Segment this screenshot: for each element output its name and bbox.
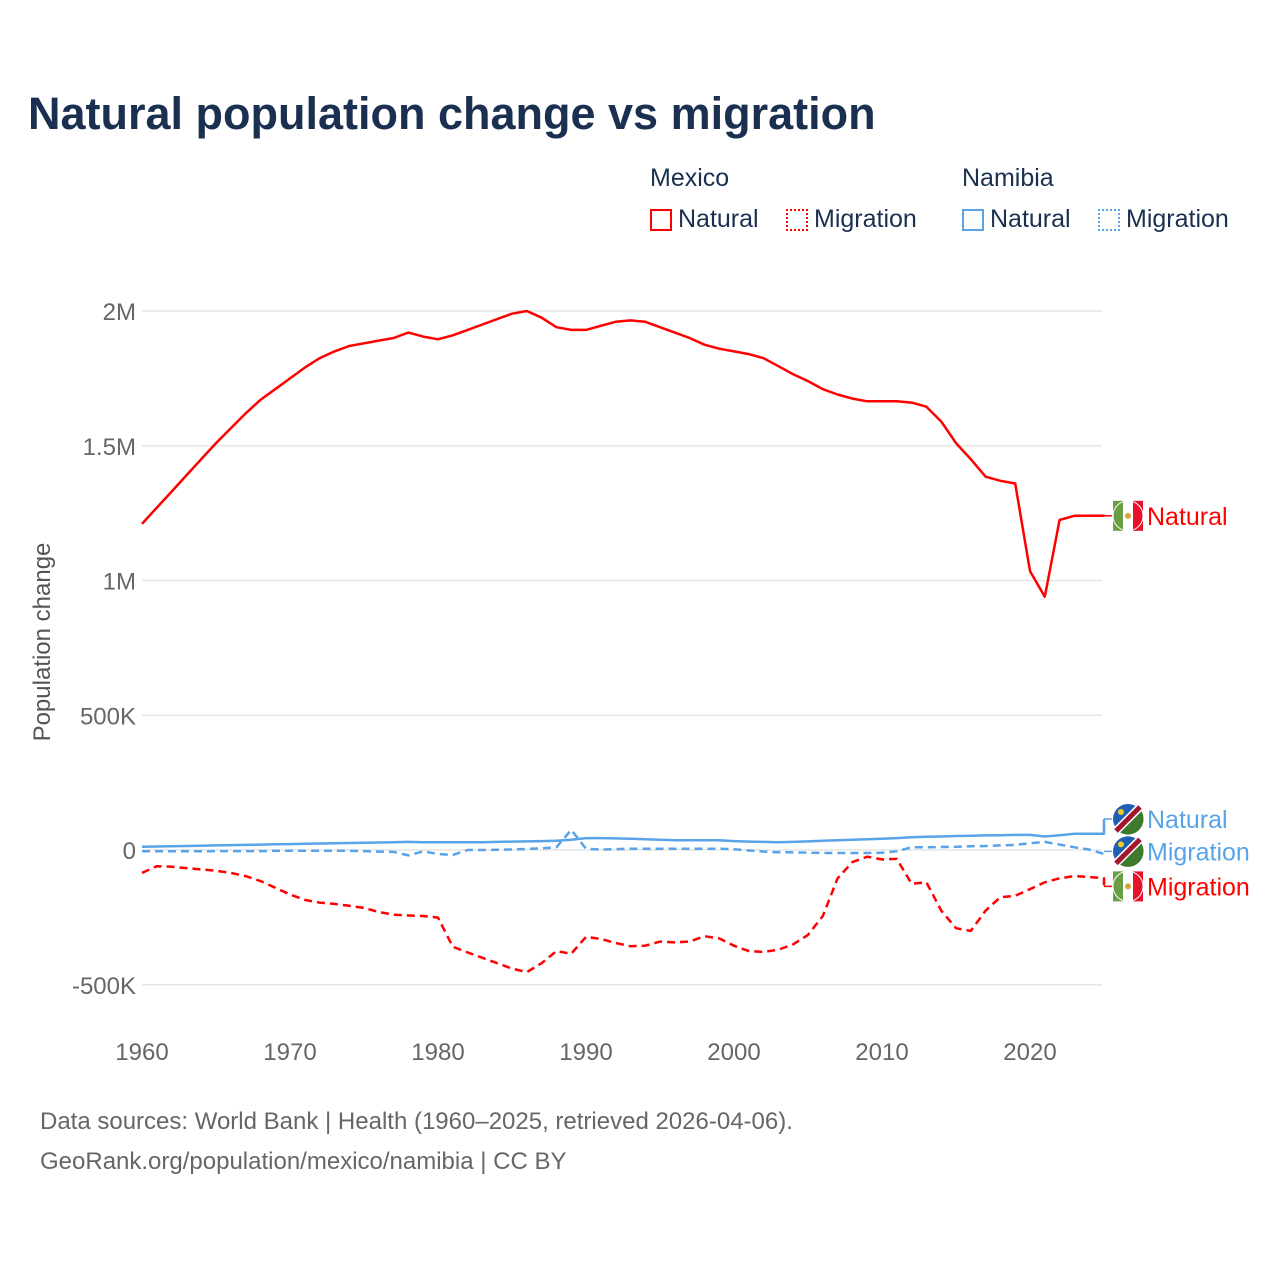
footer-sources: Data sources: World Bank | Health (1960–…	[40, 1108, 793, 1135]
x-tick-label: 1990	[559, 1039, 612, 1066]
x-tick-label: 1980	[411, 1039, 464, 1066]
mexico-flag-icon	[1112, 870, 1144, 902]
legend-namibia-migration[interactable]: Migration	[1098, 205, 1229, 234]
series-line-namibia-natural	[141, 819, 1106, 849]
y-tick-label: 1M	[103, 569, 136, 596]
legend-mexico-natural[interactable]: Natural	[650, 205, 759, 234]
y-tick-label: 2M	[103, 299, 136, 326]
x-tick-label: 2000	[707, 1039, 760, 1066]
legend-label: Migration	[814, 205, 917, 233]
y-axis-label: Population change	[29, 543, 56, 742]
legend-label: Natural	[990, 205, 1071, 233]
legend-label: Natural	[678, 205, 759, 233]
series-end-label: Natural	[1147, 806, 1228, 834]
legend-group-mexico: Mexico	[650, 164, 730, 192]
footer-attribution: GeoRank.org/population/mexico/namibia | …	[40, 1148, 567, 1175]
chart-title: Natural population change vs migration	[28, 88, 876, 139]
series-end-label: Migration	[1147, 873, 1250, 901]
legend-swatch	[962, 208, 984, 231]
series-line-mexico-natural	[141, 309, 1106, 598]
y-tick-label: 0	[123, 838, 136, 865]
x-tick-label: 1960	[115, 1039, 168, 1066]
x-tick-label: 2010	[855, 1039, 908, 1066]
legend-swatch	[1098, 208, 1120, 231]
legend-label: Migration	[1126, 205, 1229, 233]
legend-mexico-migration[interactable]: Migration	[786, 205, 917, 234]
legend-namibia-natural[interactable]: Natural	[962, 205, 1071, 234]
series-line-namibia-migration	[142, 828, 1106, 857]
y-tick-label: -500K	[72, 973, 136, 1000]
x-tick-label: 2020	[1003, 1039, 1056, 1066]
mexico-flag-icon	[1112, 500, 1144, 532]
y-tick-label: 500K	[80, 703, 136, 730]
legend-group-namibia: Namibia	[962, 164, 1054, 192]
x-tick-label: 1970	[263, 1039, 316, 1066]
series-end-label: Migration	[1147, 838, 1250, 866]
y-tick-label: 1.5M	[83, 434, 136, 461]
series-line-mexico-migration	[141, 855, 1106, 974]
namibia-flag-icon	[1113, 836, 1144, 867]
namibia-flag-icon	[1113, 804, 1144, 835]
legend-swatch	[786, 208, 808, 231]
series-end-label: Natural	[1147, 503, 1228, 531]
legend-swatch	[650, 208, 672, 231]
